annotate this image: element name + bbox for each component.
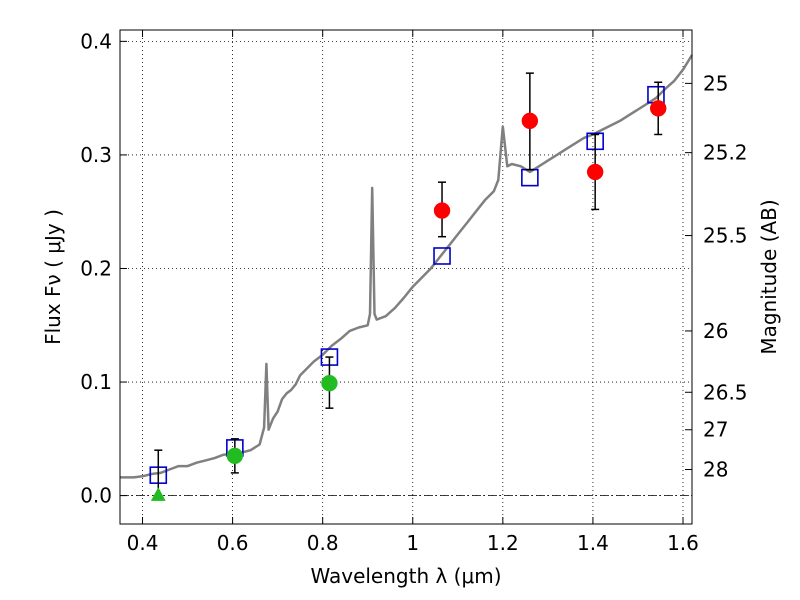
x-tick-label: 1.4 <box>577 531 609 555</box>
model-photometry-square <box>433 247 451 265</box>
y-tick-label: 0.4 <box>80 29 112 53</box>
grid-lines <box>120 30 692 524</box>
x-tick-label: 0.6 <box>217 531 249 555</box>
observed-flux-point <box>226 447 244 465</box>
upper-limit-triangle <box>150 487 166 501</box>
plot-frame <box>119 29 693 525</box>
magnitude-axis-ticks: 25 25.2 25.5 26 26.5 27 28 <box>685 71 748 481</box>
data-series <box>120 54 694 501</box>
x-tick-label: 0.4 <box>127 531 159 555</box>
magnitude-tick-label: 25.5 <box>703 224 748 248</box>
observed-flux-point <box>586 163 604 181</box>
y-tick-label: 0.2 <box>80 256 112 280</box>
x-tick-label: 0.8 <box>307 531 339 555</box>
y-tick-label: 0.0 <box>80 484 112 508</box>
model-spectrum-line <box>120 54 694 479</box>
magnitude-axis-label: Magnitude (AB) <box>757 199 781 354</box>
magnitude-tick-label: 26.5 <box>703 380 748 404</box>
observed-flux-point <box>433 202 451 219</box>
magnitude-tick-label: 25.2 <box>703 141 748 165</box>
magnitude-tick-label: 27 <box>703 418 728 442</box>
magnitude-tick-label: 25 <box>703 71 728 95</box>
x-axis-ticks: 0.4 0.6 0.8 1 1.2 1.4 1.6 <box>127 30 699 555</box>
x-tick-label: 1 <box>406 531 419 555</box>
observed-flux-point <box>649 100 667 117</box>
x-tick-label: 1.6 <box>667 531 699 555</box>
x-tick-label: 1.2 <box>487 531 519 555</box>
observed-flux-point <box>521 112 539 130</box>
magnitude-tick-label: 26 <box>703 319 728 343</box>
y-tick-label: 0.1 <box>80 370 112 394</box>
magnitude-tick-label: 28 <box>703 457 728 481</box>
y-tick-label: 0.3 <box>80 143 112 167</box>
x-axis-label: Wavelength λ (μm) <box>310 564 501 588</box>
y-axis-label: Flux Fν ( μJy ) <box>41 209 65 345</box>
observed-flux-point <box>321 374 338 392</box>
y-axis-ticks: 0.0 0.1 0.2 0.3 0.4 <box>80 29 127 508</box>
